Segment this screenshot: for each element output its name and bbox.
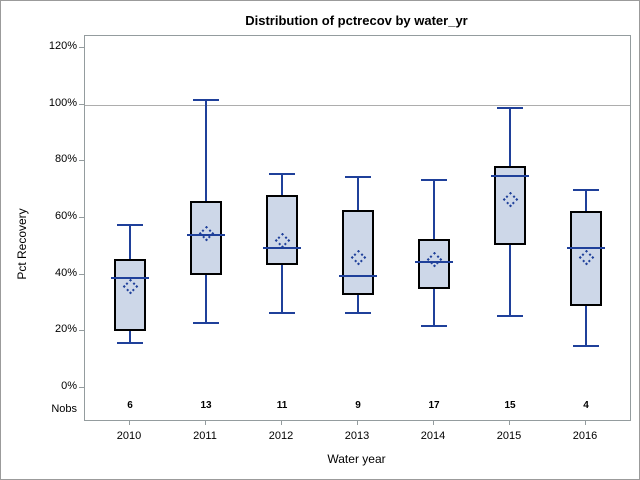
- nobs-value: 6: [127, 400, 133, 411]
- category-label: 2016: [572, 430, 598, 442]
- nobs-value: 17: [428, 400, 440, 411]
- whisker-cap-bottom: [117, 341, 143, 344]
- reference-line-100pct: [85, 104, 630, 106]
- x-tick-mark: [585, 420, 586, 425]
- median-line: [187, 234, 225, 236]
- nobs-value: 15: [504, 400, 516, 411]
- median-line: [415, 260, 453, 263]
- nobs-value: 4: [583, 400, 589, 411]
- y-tick-mark: [79, 330, 84, 332]
- whisker-cap-top: [573, 188, 599, 191]
- whisker-cap-top: [269, 173, 295, 176]
- category-label: 2010: [116, 430, 142, 442]
- box-rect: [190, 201, 222, 275]
- y-tick-label: 0%: [61, 380, 77, 392]
- box-rect: [266, 195, 298, 265]
- box-rect: [342, 209, 374, 295]
- y-tick-label: 100%: [48, 96, 77, 109]
- x-tick-mark: [433, 420, 434, 425]
- x-tick-mark: [357, 420, 358, 425]
- category-label: 2012: [268, 430, 294, 442]
- y-tick-label: 40%: [54, 266, 77, 279]
- category-label: 2013: [344, 430, 370, 442]
- x-tick-mark: [281, 420, 282, 425]
- median-line: [491, 174, 529, 177]
- whisker-cap-bottom: [573, 344, 599, 347]
- median-line: [339, 275, 377, 278]
- category-label: 2015: [496, 430, 522, 442]
- nobs-value: 11: [276, 400, 288, 411]
- whisker-cap-top: [421, 178, 447, 181]
- whisker-cap-bottom: [193, 321, 219, 324]
- median-line: [111, 276, 149, 279]
- box-rect: [494, 165, 526, 245]
- y-tick-label: 80%: [54, 153, 77, 166]
- y-tick-label: 60%: [54, 210, 77, 222]
- whisker-cap-top: [497, 106, 523, 109]
- whisker-cap-bottom: [497, 314, 523, 317]
- y-tick-label: 20%: [54, 323, 77, 336]
- x-tick-mark: [509, 420, 510, 425]
- x-axis-label: Water year: [327, 452, 386, 466]
- plot-frame: 6 13 11 9 17 15 4: [84, 35, 631, 421]
- y-tick-mark: [79, 103, 84, 105]
- category-label: 2011: [193, 430, 217, 442]
- y-tick-mark: [79, 217, 84, 218]
- nobs-value: 9: [355, 400, 361, 411]
- y-tick-mark: [79, 47, 84, 48]
- y-tick-mark: [79, 387, 84, 388]
- x-tick-mark: [129, 420, 130, 425]
- whisker-cap-bottom: [421, 324, 447, 327]
- whisker-cap-top: [345, 175, 371, 178]
- box-rect: [418, 239, 450, 289]
- chart-title: Distribution of pctrecov by water_yr: [245, 13, 468, 28]
- box-rect: [114, 259, 146, 332]
- y-tick-mark: [79, 273, 84, 275]
- y-tick-label: 120%: [48, 40, 77, 52]
- y-tick-mark: [79, 160, 84, 162]
- nobs-value: 13: [200, 400, 212, 411]
- box-rect: [570, 210, 602, 306]
- median-line: [263, 246, 301, 249]
- whisker-cap-top: [117, 224, 143, 227]
- whisker-cap-bottom: [345, 311, 371, 314]
- nobs-label: Nobs: [51, 403, 77, 415]
- category-label: 2014: [420, 430, 446, 442]
- whisker-cap-bottom: [269, 311, 295, 314]
- x-tick-mark: [205, 420, 206, 425]
- median-line: [567, 246, 605, 249]
- whisker-cap-top: [193, 99, 219, 102]
